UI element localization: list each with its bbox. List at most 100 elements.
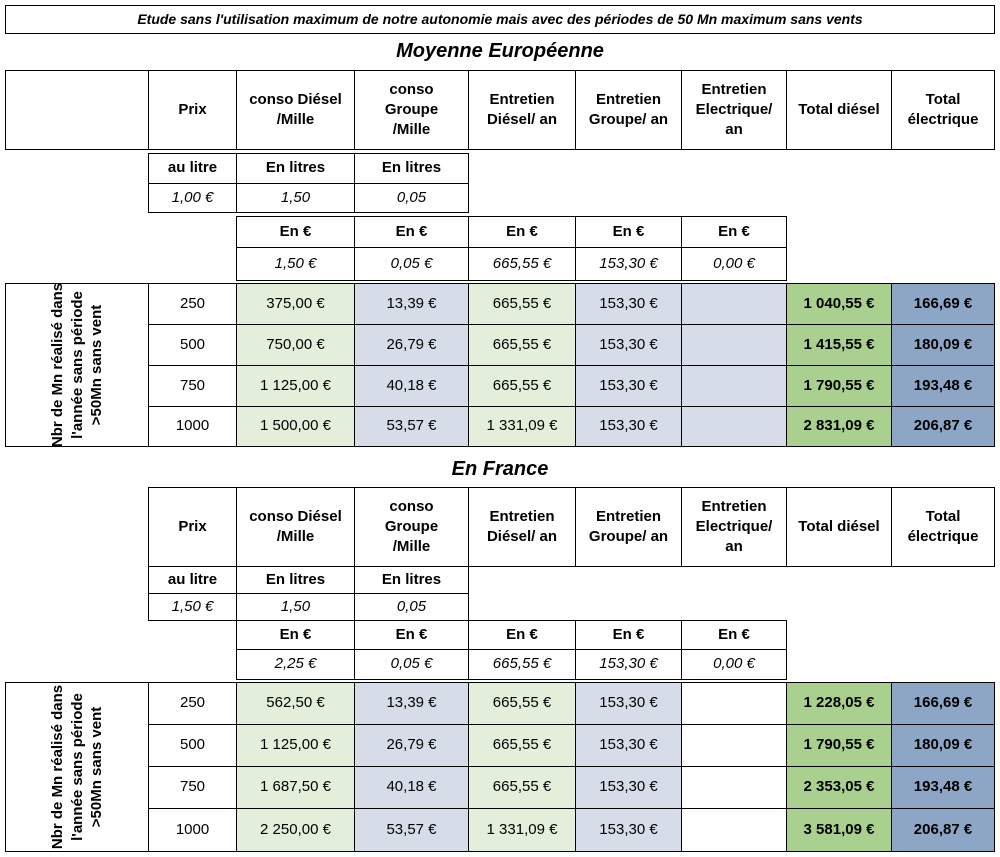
header-entretien-diesel: Entretien Diésel/ an	[468, 70, 576, 150]
table-cell-total-electrique: 180,09 €	[891, 724, 995, 767]
table-cell-entretien-diesel: 665,55 €	[468, 724, 576, 767]
unit-euro-entretien-groupe: En €	[575, 620, 682, 650]
unit-euro-entretien-electrique: En €	[681, 620, 787, 650]
table-cell-mn: 750	[148, 766, 237, 809]
table-cell-entretien-groupe: 153,30 €	[575, 324, 682, 366]
table-cell-entretien-diesel: 665,55 €	[468, 682, 576, 725]
table-cell-mn: 750	[148, 365, 237, 407]
table-cell-entretien-groupe: 153,30 €	[575, 808, 682, 852]
table-cell-mn: 250	[148, 283, 237, 325]
header-conso-diesel: conso Diésel /Mille	[236, 487, 355, 567]
table-cell-entretien-electrique	[681, 766, 787, 809]
unit-au-litre: au litre	[148, 153, 237, 184]
table-cell-mn: 500	[148, 324, 237, 366]
unit-euro-conso-groupe: En €	[354, 620, 469, 650]
value-prix-litre: 1,00 €	[148, 183, 237, 213]
unit-euro-entretien-electrique: En €	[681, 216, 787, 248]
table-cell-total-diesel: 1 040,55 €	[786, 283, 892, 325]
value-entretien-diesel-euro: 665,55 €	[468, 649, 576, 680]
header-entretien-electrique: Entretien Electrique/ an	[681, 70, 787, 150]
table-cell-total-electrique: 206,87 €	[891, 808, 995, 852]
table-cell-diesel: 2 250,00 €	[236, 808, 355, 852]
unit-euro-conso-diesel: En €	[236, 620, 355, 650]
table-cell-entretien-diesel: 665,55 €	[468, 766, 576, 809]
table-cell-mn: 250	[148, 682, 237, 725]
table-cell-diesel: 1 125,00 €	[236, 724, 355, 767]
table-cell-groupe: 26,79 €	[354, 724, 469, 767]
header-conso-groupe: conso Groupe /Mille	[354, 487, 469, 567]
row-label-text: Nbr de Mn réalisé dans l'année sans péri…	[48, 684, 105, 850]
header-total-diesel: Total diésel	[786, 487, 892, 567]
header-total-diesel: Total diésel	[786, 70, 892, 150]
table-cell-diesel: 562,50 €	[236, 682, 355, 725]
table-cell-total-electrique: 166,69 €	[891, 682, 995, 725]
value-conso-groupe-litres: 0,05	[354, 593, 469, 621]
value-prix-litre: 1,50 €	[148, 593, 237, 621]
table-cell-diesel: 1 687,50 €	[236, 766, 355, 809]
value-entretien-groupe-euro: 153,30 €	[575, 649, 682, 680]
value-conso-groupe-euro: 0,05 €	[354, 247, 469, 281]
unit-en-litres-groupe: En litres	[354, 566, 469, 594]
table-cell-entretien-electrique	[681, 324, 787, 366]
table-cell-entretien-diesel: 665,55 €	[468, 365, 576, 407]
table-cell-entretien-electrique	[681, 406, 787, 447]
table-cell-total-electrique: 166,69 €	[891, 283, 995, 325]
table-cell-groupe: 40,18 €	[354, 766, 469, 809]
header-entretien-groupe: Entretien Groupe/ an	[575, 70, 682, 150]
unit-en-litres-diesel: En litres	[236, 566, 355, 594]
value-conso-diesel-euro: 2,25 €	[236, 649, 355, 680]
unit-euro-conso-diesel: En €	[236, 216, 355, 248]
table-cell-entretien-groupe: 153,30 €	[575, 682, 682, 725]
header-empty-cell	[5, 70, 149, 150]
header-conso-groupe: conso Groupe /Mille	[354, 70, 469, 150]
table-cell-entretien-electrique	[681, 283, 787, 325]
table-cell-entretien-groupe: 153,30 €	[575, 406, 682, 447]
value-entretien-groupe-euro: 153,30 €	[575, 247, 682, 281]
table-cell-groupe: 13,39 €	[354, 283, 469, 325]
table-cell-diesel: 750,00 €	[236, 324, 355, 366]
row-label-vertical: Nbr de Mn réalisé dans l'année sans péri…	[5, 682, 149, 852]
table-cell-mn: 1000	[148, 808, 237, 852]
unit-euro-entretien-diesel: En €	[468, 620, 576, 650]
table-cell-entretien-electrique	[681, 365, 787, 407]
table-cell-entretien-groupe: 153,30 €	[575, 766, 682, 809]
unit-euro-conso-groupe: En €	[354, 216, 469, 248]
table-cell-total-diesel: 1 790,55 €	[786, 724, 892, 767]
unit-en-litres-diesel: En litres	[236, 153, 355, 184]
header-total-electrique: Total électrique	[891, 70, 995, 150]
table-cell-total-electrique: 193,48 €	[891, 766, 995, 809]
header-entretien-groupe: Entretien Groupe/ an	[575, 487, 682, 567]
table-cell-entretien-diesel: 665,55 €	[468, 324, 576, 366]
row-label-text: Nbr de Mn réalisé dans l'année sans péri…	[48, 282, 105, 448]
value-conso-diesel-euro: 1,50 €	[236, 247, 355, 281]
value-entretien-electrique-euro: 0,00 €	[681, 247, 787, 281]
table-cell-groupe: 53,57 €	[354, 406, 469, 447]
table-cell-mn: 500	[148, 724, 237, 767]
table-cell-entretien-groupe: 153,30 €	[575, 365, 682, 407]
table-cell-diesel: 1 500,00 €	[236, 406, 355, 447]
table-cell-entretien-electrique	[681, 724, 787, 767]
header-prix: Prix	[148, 487, 237, 567]
table-cell-mn: 1000	[148, 406, 237, 447]
unit-en-litres-groupe: En litres	[354, 153, 469, 184]
value-entretien-electrique-euro: 0,00 €	[681, 649, 787, 680]
table-cell-diesel: 1 125,00 €	[236, 365, 355, 407]
value-entretien-diesel-euro: 665,55 €	[468, 247, 576, 281]
section-title-europe: Moyenne Européenne	[396, 39, 604, 62]
value-conso-diesel-litres: 1,50	[236, 183, 355, 213]
table-cell-total-electrique: 206,87 €	[891, 406, 995, 447]
table-cell-total-diesel: 1 415,55 €	[786, 324, 892, 366]
header-entretien-diesel: Entretien Diésel/ an	[468, 487, 576, 567]
table-cell-total-diesel: 1 790,55 €	[786, 365, 892, 407]
table-cell-total-electrique: 193,48 €	[891, 365, 995, 407]
value-conso-diesel-litres: 1,50	[236, 593, 355, 621]
table-cell-total-diesel: 3 581,09 €	[786, 808, 892, 852]
unit-euro-entretien-groupe: En €	[575, 216, 682, 248]
value-conso-groupe-litres: 0,05	[354, 183, 469, 213]
header-conso-diesel: conso Diésel /Mille	[236, 70, 355, 150]
table-cell-entretien-groupe: 153,30 €	[575, 283, 682, 325]
table-cell-groupe: 53,57 €	[354, 808, 469, 852]
table-cell-groupe: 26,79 €	[354, 324, 469, 366]
table-cell-entretien-groupe: 153,30 €	[575, 724, 682, 767]
table-cell-entretien-diesel: 1 331,09 €	[468, 406, 576, 447]
